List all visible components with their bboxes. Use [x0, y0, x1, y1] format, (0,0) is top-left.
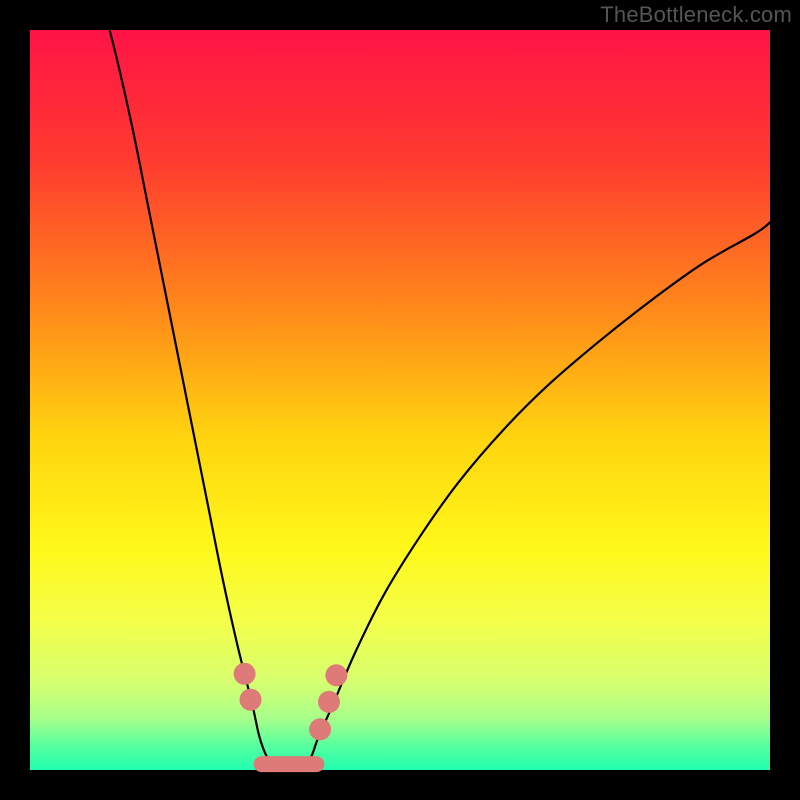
marker-dot [318, 691, 340, 713]
plot-area [30, 30, 770, 770]
marker-dot [309, 718, 331, 740]
marker-dot [325, 664, 347, 686]
marker-dot [240, 689, 262, 711]
watermark-text: TheBottleneck.com [600, 2, 792, 28]
marker-dot [234, 663, 256, 685]
chart-svg [0, 0, 800, 800]
chart-container: TheBottleneck.com [0, 0, 800, 800]
